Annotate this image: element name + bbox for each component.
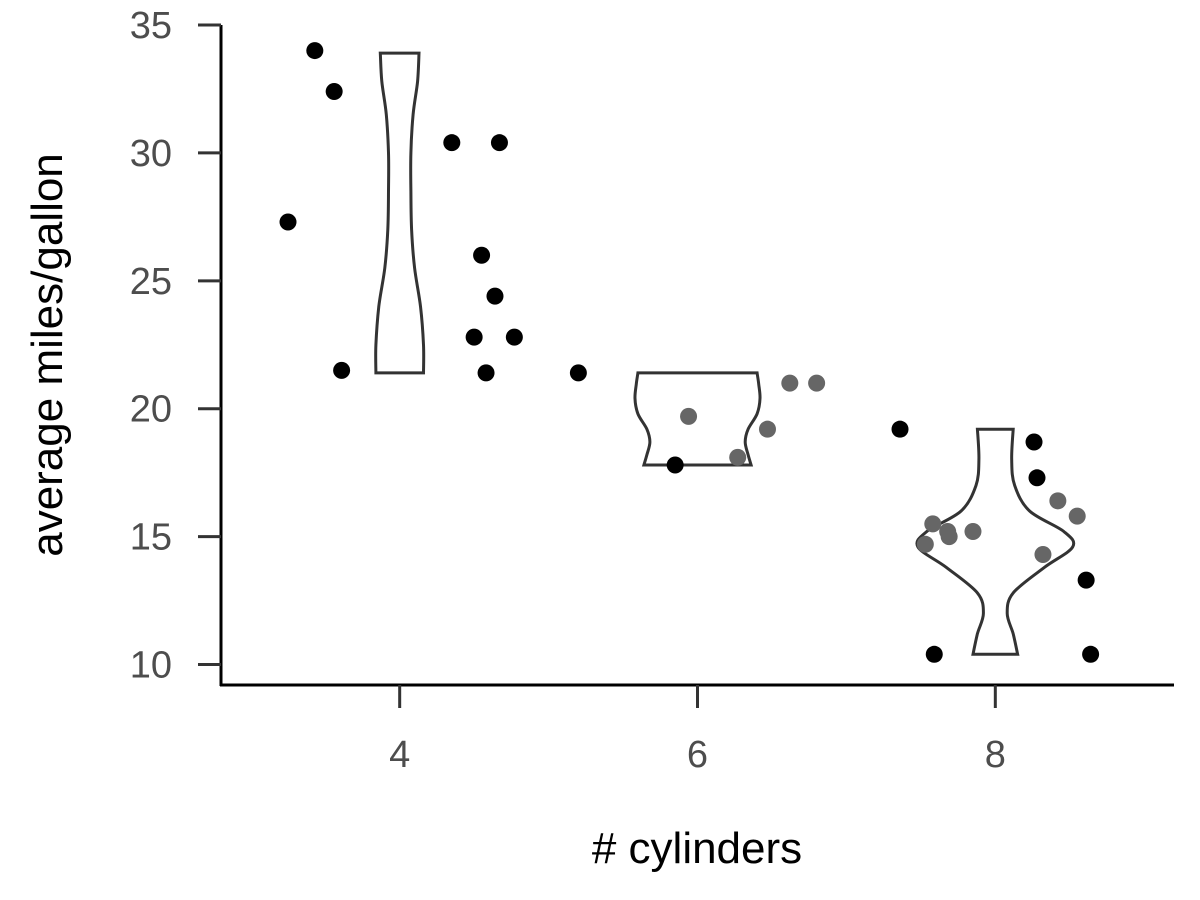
data-point [808,374,826,392]
point-layer [279,42,1100,663]
data-point [891,420,909,438]
y-tick-label: 20 [130,389,172,431]
data-point [477,364,495,382]
y-tick-label: 15 [130,517,172,559]
data-point [680,407,698,425]
data-point [486,287,504,305]
y-tick-label: 10 [130,645,172,687]
data-point [1025,433,1043,451]
y-axis-title: average miles/gallon [23,153,72,557]
data-point [916,535,934,553]
data-point [729,448,747,466]
violin-4 [374,51,426,375]
data-point [1082,645,1100,663]
data-point [781,374,799,392]
data-point [325,83,343,101]
data-point [1049,492,1067,510]
data-point [333,361,351,379]
x-tick-label: 6 [687,734,708,776]
data-point [473,246,491,264]
x-ticks: 4 6 8 [389,685,1006,776]
data-point [1077,571,1095,589]
x-tick-label: 4 [389,734,410,776]
data-point [490,134,508,152]
data-point [964,523,982,541]
data-point [443,134,461,152]
y-ticks: 10 15 20 25 30 35 [130,5,221,687]
x-axis-title: # cylinders [592,824,802,873]
data-point [306,42,324,60]
data-point [1034,546,1052,564]
axes [219,25,1174,687]
data-point [666,456,684,474]
data-point [925,645,943,663]
y-tick-label: 25 [130,261,172,303]
data-point [505,328,523,346]
data-point [465,328,483,346]
data-point [569,364,587,382]
data-point [924,515,942,533]
violin-6 [633,371,762,467]
y-tick-label: 30 [130,133,172,175]
data-point [1068,507,1086,525]
data-point [1028,469,1046,487]
data-point [758,420,776,438]
data-point [940,528,958,546]
y-tick-label: 35 [130,5,172,47]
data-point [279,213,297,231]
violin-8 [915,427,1076,656]
violin-layer [374,51,1076,656]
x-tick-label: 8 [985,734,1006,776]
